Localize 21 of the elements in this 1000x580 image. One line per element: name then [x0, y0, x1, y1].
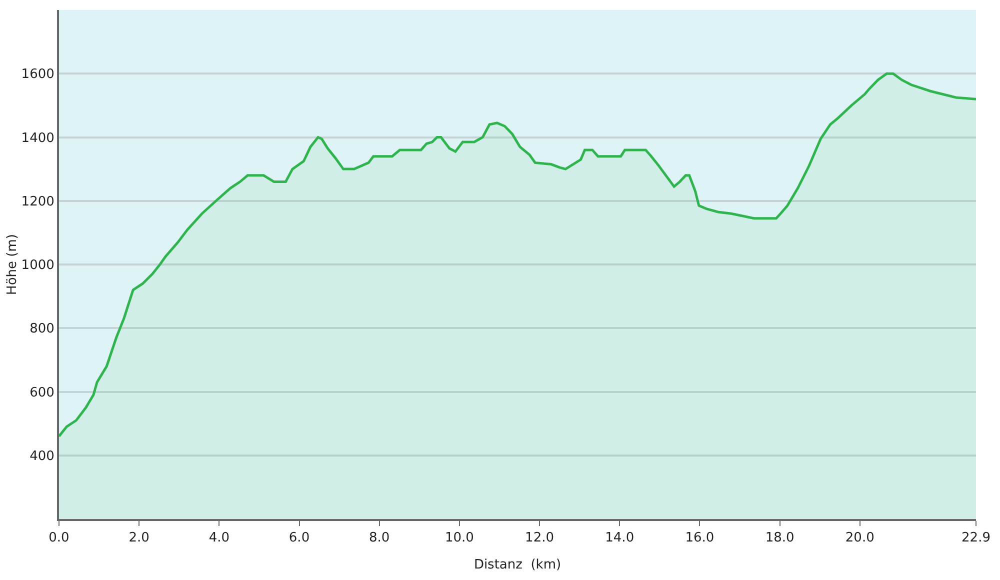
x-tick-label: 18.0 — [765, 530, 794, 546]
y-tick-label: 600 — [30, 385, 54, 400]
x-tick-label: 6.0 — [288, 530, 310, 546]
x-tick-label: 12.0 — [525, 530, 554, 546]
x-tick-label: 10.0 — [444, 530, 474, 546]
y-axis-title: Höhe (m) — [4, 234, 20, 295]
y-tick-label: 400 — [30, 448, 54, 464]
x-tick-label: 20.0 — [845, 530, 874, 546]
y-tick-label: 1600 — [21, 67, 54, 82]
x-tick-label: 22.9 — [962, 530, 990, 546]
y-tick-label: 1000 — [21, 258, 54, 274]
x-tick-label: 4.0 — [208, 530, 230, 546]
x-axis-title: Distanz (km) — [474, 558, 562, 573]
x-tick-label: 16.0 — [685, 530, 714, 546]
x-tick-label: 0.0 — [48, 530, 70, 546]
x-tick-label: 8.0 — [369, 530, 390, 546]
x-tick-label: 14.0 — [605, 530, 634, 546]
x-tick-label: 2.0 — [128, 530, 150, 546]
y-tick-label: 1400 — [21, 130, 54, 146]
y-tick-label: 800 — [30, 322, 54, 337]
y-tick-label: 1200 — [21, 194, 54, 210]
